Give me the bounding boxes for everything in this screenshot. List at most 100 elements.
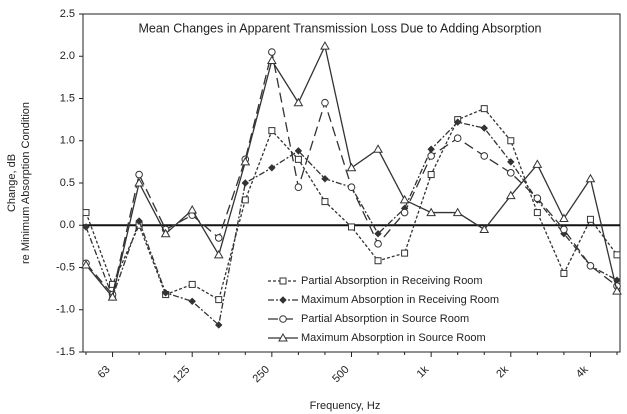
point (187, 205, 198, 214)
x-tick-label: 1k (415, 363, 432, 380)
point (213, 249, 224, 259)
point (560, 269, 568, 277)
point (585, 173, 596, 183)
y-tick-label: 2.0 (60, 50, 75, 62)
point (400, 208, 409, 217)
point (505, 190, 516, 200)
point (241, 179, 250, 187)
point (215, 296, 223, 304)
point (188, 297, 196, 306)
point (427, 171, 435, 179)
point (294, 183, 303, 192)
point (374, 229, 382, 238)
point (268, 164, 276, 172)
point (293, 97, 304, 107)
legend-marker (279, 277, 287, 285)
legend-label: Partial Absorption in Source Room (301, 313, 469, 325)
y-tick-label: -1.0 (56, 304, 75, 316)
point (241, 196, 249, 204)
x-tick-label: 125 (171, 364, 192, 385)
point (507, 137, 515, 145)
point (266, 55, 277, 64)
point (480, 105, 488, 113)
point (160, 228, 171, 238)
point (374, 257, 382, 265)
point (268, 48, 276, 56)
x-tick-label: 250 (251, 364, 272, 385)
point (453, 118, 462, 126)
point (480, 124, 488, 132)
point (240, 156, 251, 166)
point (135, 217, 143, 225)
legend-label: Maximum Absorption in Receiving Room (301, 294, 499, 306)
point (134, 177, 144, 187)
y-tick-label: 1.5 (60, 92, 75, 104)
y-tick-label: -1.5 (56, 346, 75, 358)
x-tick-label: 4k (574, 363, 591, 380)
point (453, 134, 462, 143)
y-axis-label: Change, dB (6, 154, 18, 212)
point (427, 145, 435, 153)
legend-label: Partial Absorption in Receiving Room (301, 275, 483, 287)
legend-marker (278, 332, 288, 342)
point (507, 169, 515, 177)
point (347, 183, 356, 192)
y-tick-label: -0.5 (56, 261, 75, 273)
point (613, 251, 621, 259)
point (321, 198, 329, 206)
point (161, 289, 170, 297)
point (82, 209, 90, 217)
point (373, 144, 383, 153)
x-tick-label: 500 (330, 364, 351, 385)
y-tick-label: 0.0 (60, 219, 75, 231)
point (294, 147, 303, 155)
legend-marker (279, 296, 287, 304)
point (294, 155, 302, 163)
series-line (85, 44, 618, 299)
point (399, 194, 410, 204)
point (426, 207, 437, 217)
x-tick-label: 63 (96, 364, 113, 381)
point (188, 280, 196, 288)
legend-marker (279, 315, 287, 323)
point (612, 286, 622, 295)
y-tick-label: 0.5 (60, 177, 75, 189)
point (214, 234, 223, 242)
point (321, 175, 329, 183)
chart-title: Mean Changes in Apparent Transmission Lo… (138, 21, 541, 35)
point (532, 159, 543, 168)
point (107, 292, 118, 301)
point (401, 249, 409, 257)
point (452, 207, 463, 217)
point (480, 152, 489, 160)
point (268, 127, 276, 135)
point (533, 194, 542, 203)
y-tick-label: 1.0 (60, 135, 75, 147)
y-tick-label: 2.5 (60, 8, 75, 20)
series-line (85, 107, 618, 301)
legend-label: Maximum Absorption in Source Room (301, 332, 486, 344)
point (82, 223, 90, 231)
y-axis-label: re Minimum Absorption Condition (20, 102, 32, 264)
point (586, 262, 595, 270)
point (479, 224, 490, 233)
x-tick-label: 2k (494, 363, 511, 380)
point (533, 209, 541, 217)
point (81, 259, 91, 269)
x-axis-label: Frequency, Hz (310, 400, 381, 412)
point (346, 162, 357, 172)
point (559, 213, 569, 222)
point (348, 223, 355, 231)
point (215, 321, 223, 329)
point (586, 215, 594, 223)
point (321, 98, 329, 107)
point (560, 225, 568, 234)
point (135, 170, 143, 179)
point (320, 41, 330, 50)
point (507, 158, 515, 166)
series-line (85, 51, 618, 296)
point (374, 240, 382, 248)
point (427, 152, 435, 160)
